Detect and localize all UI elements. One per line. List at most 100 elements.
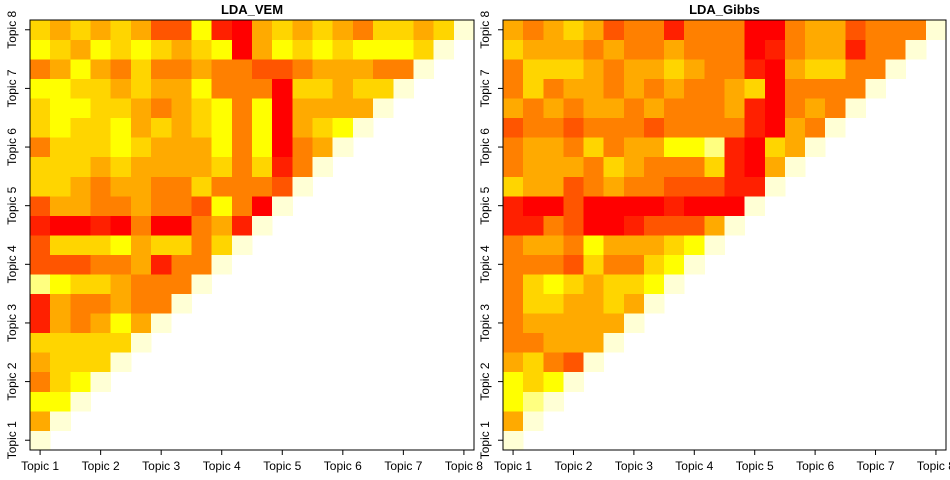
heat-cell bbox=[70, 156, 91, 177]
heat-cell bbox=[30, 215, 51, 236]
heat-cell bbox=[563, 176, 584, 197]
heat-cell bbox=[151, 215, 172, 236]
heat-cell bbox=[503, 352, 524, 373]
heat-cell bbox=[171, 274, 192, 295]
y-tick-label: Topic 7 bbox=[5, 69, 19, 107]
heat-cell bbox=[30, 59, 51, 80]
heat-cell bbox=[191, 98, 213, 119]
heat-cell bbox=[543, 215, 564, 236]
heat-cell bbox=[684, 254, 705, 275]
heat-cell bbox=[231, 98, 253, 119]
heat-cell bbox=[231, 117, 253, 138]
heat-cell bbox=[583, 20, 605, 40]
heat-cell bbox=[684, 137, 705, 158]
heat-cell bbox=[603, 59, 625, 80]
heat-cell bbox=[503, 215, 524, 236]
heat-cell bbox=[805, 137, 826, 158]
heat-cell bbox=[563, 137, 584, 158]
heat-cell bbox=[563, 293, 584, 314]
heat-cell bbox=[50, 391, 71, 412]
y-tick-label: Topic 2 bbox=[5, 362, 19, 400]
heat-cell bbox=[664, 98, 685, 119]
heat-cell bbox=[191, 176, 213, 197]
heat-cell bbox=[70, 20, 91, 40]
heat-cell bbox=[704, 59, 725, 80]
heat-cell bbox=[130, 313, 152, 334]
heat-cell bbox=[332, 78, 354, 99]
heat-cell bbox=[643, 117, 665, 138]
heat-cell bbox=[151, 313, 172, 334]
heat-cell bbox=[704, 98, 725, 119]
heat-cell bbox=[503, 313, 524, 334]
heat-cell bbox=[130, 332, 152, 353]
heat-cell bbox=[563, 235, 584, 255]
heat-cell bbox=[130, 59, 152, 80]
heat-cell bbox=[312, 78, 334, 99]
heat-cell bbox=[110, 195, 132, 216]
heat-cell bbox=[292, 156, 313, 177]
heat-cell bbox=[744, 20, 766, 40]
heat-cell bbox=[110, 39, 132, 60]
heat-cell bbox=[704, 195, 725, 216]
heat-cell bbox=[684, 176, 705, 197]
heat-cell bbox=[724, 78, 746, 99]
heat-cell bbox=[231, 20, 253, 40]
heat-cell bbox=[503, 371, 524, 392]
heat-cell bbox=[684, 78, 705, 99]
heat-cell bbox=[312, 117, 334, 138]
heat-cell bbox=[50, 410, 71, 431]
heat-cell bbox=[231, 195, 253, 216]
heat-cell bbox=[503, 117, 524, 138]
heat-cell bbox=[523, 59, 544, 80]
heat-cell bbox=[292, 39, 313, 60]
heat-cell bbox=[110, 313, 132, 334]
heat-cell bbox=[50, 59, 71, 80]
heat-cell bbox=[151, 293, 172, 314]
heat-cell bbox=[272, 117, 293, 138]
heat-cell bbox=[623, 195, 645, 216]
y-tick-label: Topic 3 bbox=[478, 304, 492, 342]
heat-cell bbox=[130, 156, 152, 177]
heat-cell bbox=[70, 332, 91, 353]
heat-cell bbox=[130, 20, 152, 40]
heat-cell bbox=[704, 156, 725, 177]
heat-cell bbox=[684, 39, 705, 60]
heat-cell bbox=[151, 235, 172, 255]
y-tick-label: Topic 1 bbox=[5, 421, 19, 459]
heat-cell bbox=[90, 156, 112, 177]
heat-cell bbox=[764, 98, 786, 119]
heat-cell bbox=[583, 313, 605, 334]
heat-cell bbox=[704, 39, 725, 60]
y-tick-label: Topic 6 bbox=[478, 128, 492, 166]
heat-cell bbox=[70, 352, 91, 373]
heat-cell bbox=[623, 293, 645, 314]
x-tick-label: Topic 3 bbox=[615, 459, 653, 473]
heat-cell bbox=[110, 215, 132, 236]
heat-cell bbox=[393, 39, 414, 60]
heat-cell bbox=[332, 59, 354, 80]
heat-cell bbox=[352, 59, 374, 80]
heat-cell bbox=[623, 274, 645, 295]
heat-cell bbox=[704, 117, 725, 138]
heat-cell bbox=[503, 137, 524, 158]
heat-cell bbox=[503, 235, 524, 255]
heat-cell bbox=[191, 215, 213, 236]
heat-cell bbox=[764, 20, 786, 40]
heat-cell bbox=[110, 254, 132, 275]
heat-cell bbox=[373, 78, 394, 99]
plot-frame bbox=[502, 19, 947, 451]
heat-cell bbox=[393, 20, 414, 40]
heat-cell bbox=[90, 137, 112, 158]
heat-cell bbox=[623, 156, 645, 177]
heat-cell bbox=[352, 20, 374, 40]
heat-cell bbox=[90, 313, 112, 334]
heat-cell bbox=[744, 176, 766, 197]
heat-cell bbox=[784, 156, 806, 177]
y-tick-label: Topic 1 bbox=[478, 421, 492, 459]
heat-cell bbox=[623, 215, 645, 236]
heat-cell bbox=[664, 235, 685, 255]
heat-cell bbox=[764, 39, 786, 60]
heat-cell bbox=[332, 117, 354, 138]
heat-cell bbox=[744, 117, 766, 138]
heat-cell bbox=[523, 20, 544, 40]
